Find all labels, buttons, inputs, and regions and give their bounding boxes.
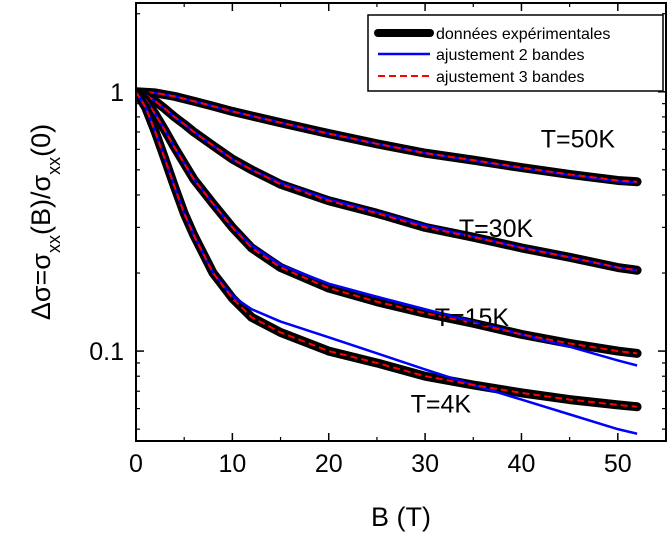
series-line-fit-3-bands-t-4k	[136, 91, 638, 408]
x-tick-label: 40	[508, 450, 536, 478]
x-tick-label: 50	[604, 450, 632, 478]
series-line-fit-2-bands-t-30k	[136, 90, 638, 272]
y-axis-title-part-1: Δσ=σ	[26, 253, 56, 320]
legend-label-fit-2-bands: ajustement 2 bandes	[436, 47, 585, 64]
x-tick-label: 0	[129, 450, 143, 478]
x-axis-title: B (T)	[371, 502, 431, 532]
axis-ticks	[135, 3, 666, 441]
legend-label-experimental: données expérimentales	[436, 26, 610, 43]
legend-label-fit-3-bands: ajustement 3 bandes	[436, 69, 585, 86]
legend: données expérimentales ajustement 2 band…	[367, 14, 664, 92]
curve-label-t-30k: T=30K	[459, 215, 534, 243]
y-axis-title-sub-1: xx	[44, 235, 64, 253]
y-tick-label: 0.1	[89, 338, 124, 366]
y-axis-title: Δσ=σxx(B)/σxx(0)	[26, 124, 64, 320]
series-line-fit-2-bands-t-4k	[136, 91, 638, 435]
plot-frame	[135, 2, 667, 442]
x-tick-label: 10	[218, 450, 246, 478]
curve-label-t-15k: T=15K	[435, 304, 510, 332]
tick-labels: 0 10 20 30 40 50 1 0.1	[89, 79, 631, 478]
curve-label-t-50k: T=50K	[541, 125, 616, 153]
y-axis-title-sub-2: xx	[44, 157, 64, 175]
series-line-experimental-t-30k	[136, 87, 642, 275]
curve-label-t-4k: T=4K	[411, 390, 472, 418]
curve-annotations: T=50K T=30K T=15K T=4K	[411, 125, 616, 418]
series-line-fit-3-bands-t-30k	[136, 90, 638, 272]
series-line-fit-3-bands-t-15k	[136, 91, 638, 355]
y-axis-title-part-3: (0)	[26, 124, 56, 157]
x-tick-label: 20	[315, 450, 343, 478]
series-line-fit-3-bands-t-50k	[136, 90, 638, 183]
x-tick-label: 30	[411, 450, 439, 478]
y-axis-title-part-2: (B)/σ	[26, 175, 56, 235]
y-tick-label: 1	[110, 79, 124, 107]
